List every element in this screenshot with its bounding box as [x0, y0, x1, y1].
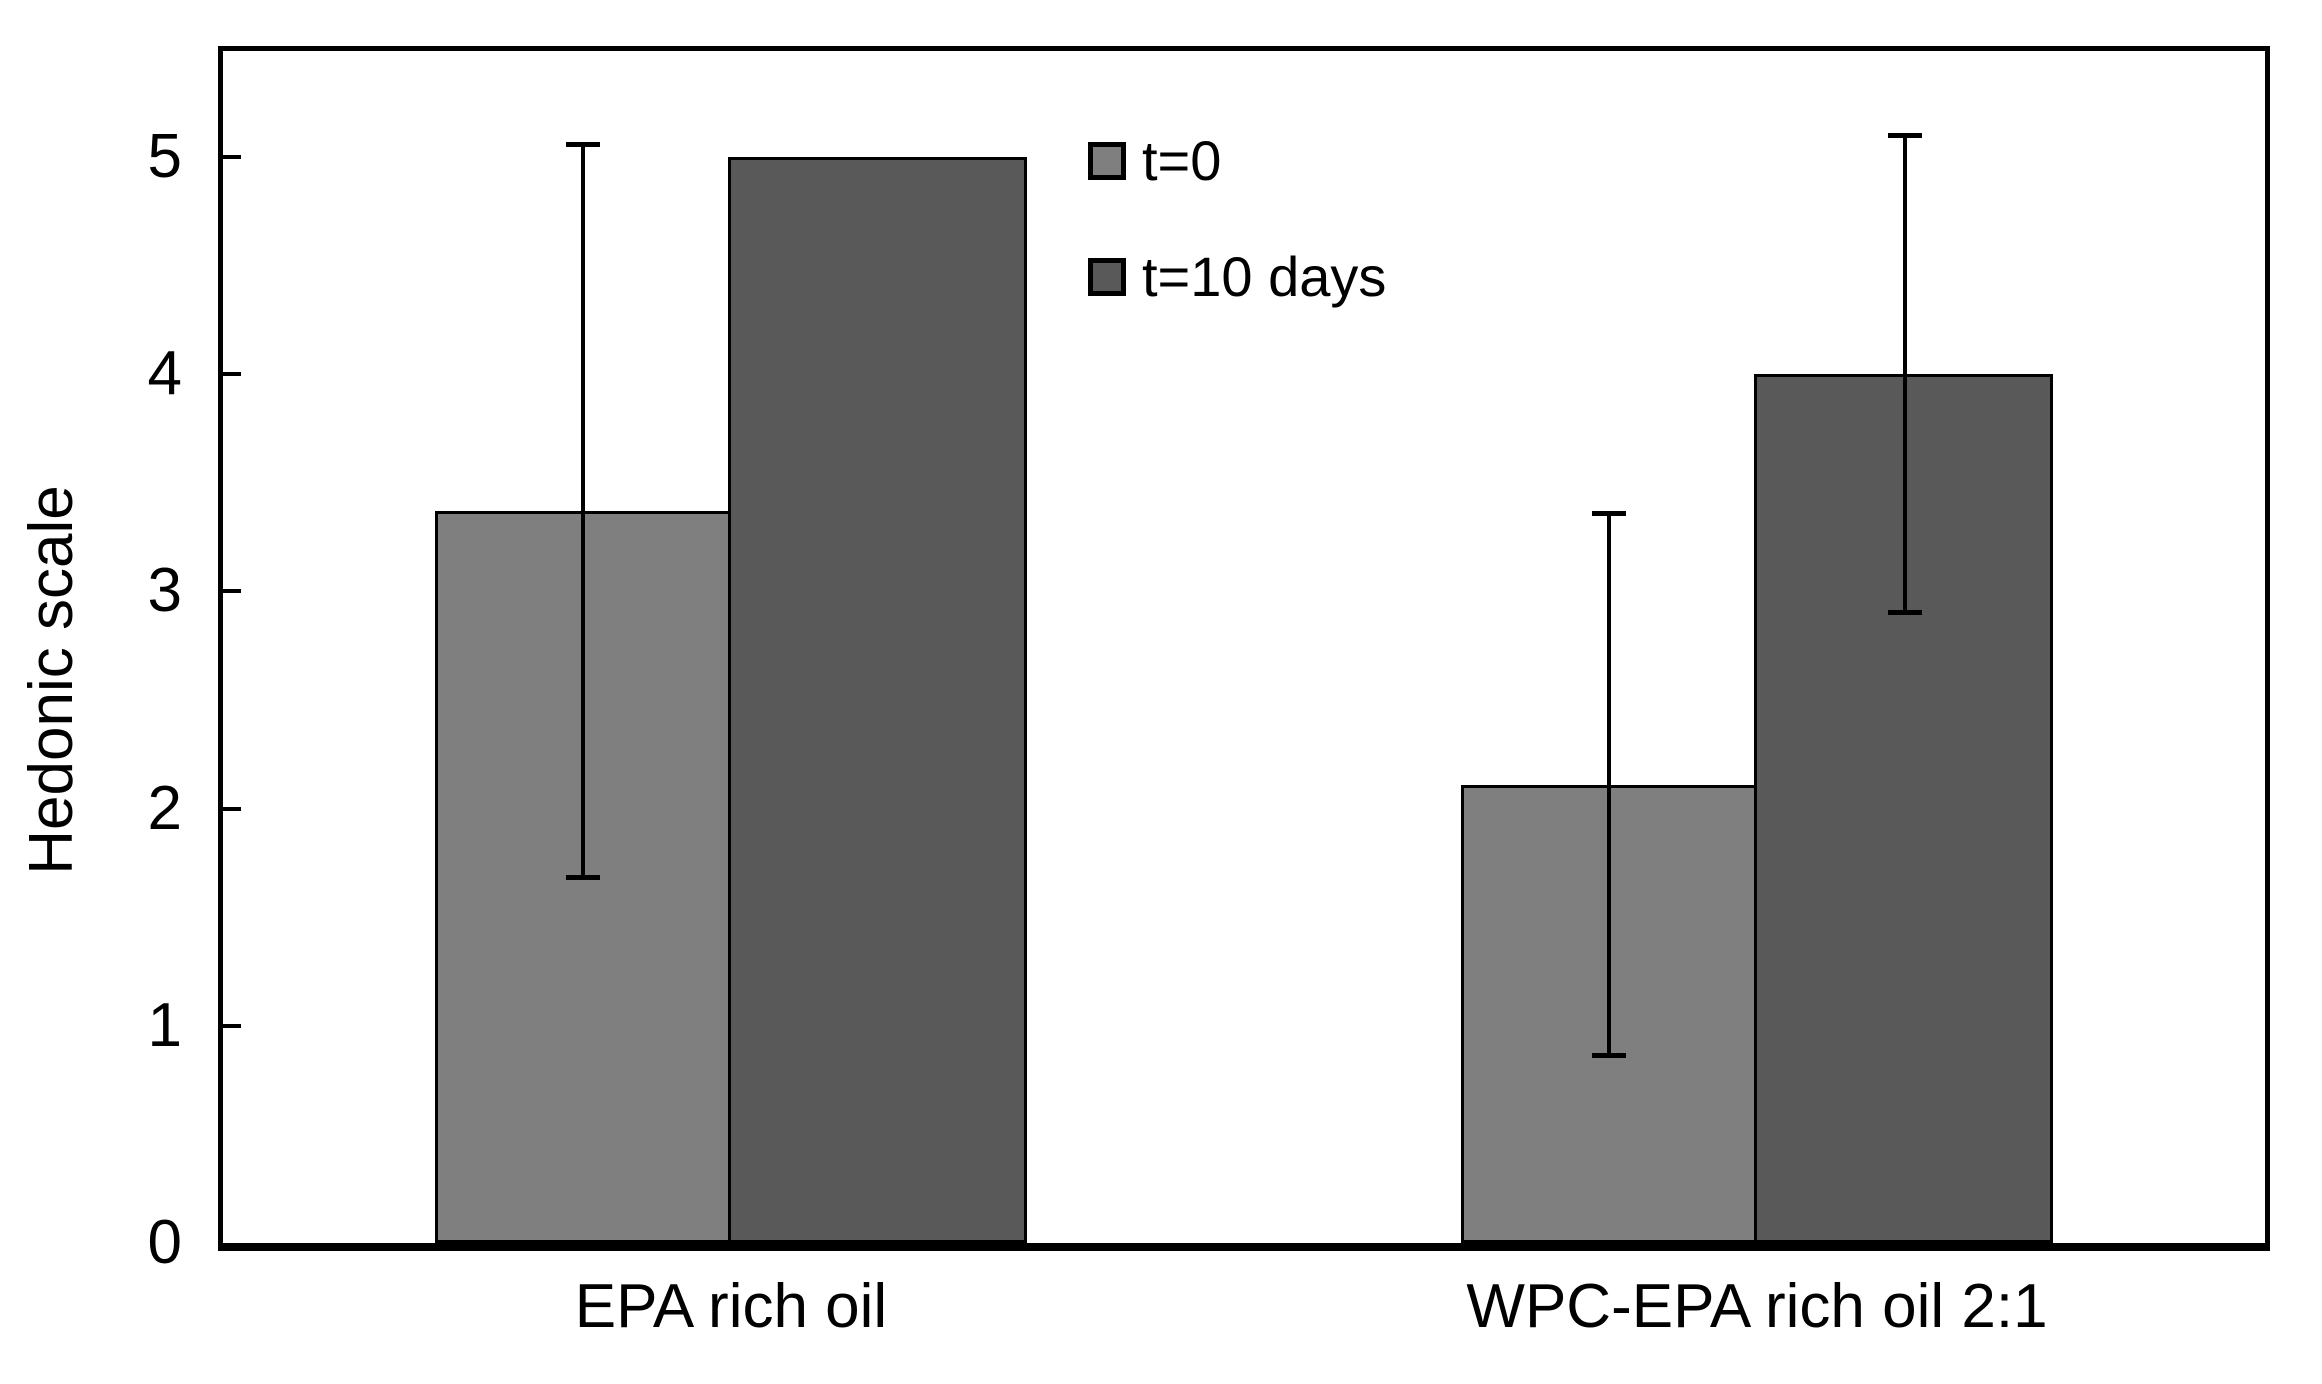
y-tick-label: 1	[147, 990, 182, 1060]
y-tick-mark	[223, 154, 241, 159]
error-bar-line	[581, 143, 585, 879]
legend-label: t=0	[1142, 129, 1222, 192]
legend-label: t=10 days	[1142, 245, 1387, 308]
y-tick-label: 2	[147, 773, 182, 843]
x-category-label: WPC-EPA rich oil 2:1	[1466, 1272, 2048, 1341]
y-tick-mark	[223, 1023, 241, 1028]
error-bar-cap-top	[1592, 511, 1626, 517]
y-tick-mark	[223, 806, 241, 811]
legend-item: t=0	[1088, 129, 1222, 192]
y-tick-mark	[223, 372, 241, 377]
error-bar-line	[1903, 135, 1907, 613]
y-tick-label: 5	[147, 121, 182, 191]
legend-item: t=10 days	[1088, 245, 1387, 308]
y-tick-mark	[223, 589, 241, 594]
x-category-label: EPA rich oil	[574, 1272, 888, 1341]
error-bar-line	[1607, 513, 1611, 1057]
bar-t=10-days-1	[728, 156, 1027, 1243]
error-bar-cap-bottom	[566, 875, 600, 881]
legend-swatch-t=0	[1088, 142, 1126, 180]
error-bar-cap-top	[566, 141, 600, 147]
error-bar-cap-top	[1888, 133, 1922, 139]
y-tick-label: 3	[147, 556, 182, 626]
error-bar-cap-bottom	[1592, 1053, 1626, 1059]
legend-swatch-t=10-days	[1088, 258, 1126, 296]
error-bar-cap-bottom	[1888, 610, 1922, 615]
y-tick-label: 4	[147, 339, 182, 409]
y-tick-label: 0	[147, 1208, 182, 1277]
